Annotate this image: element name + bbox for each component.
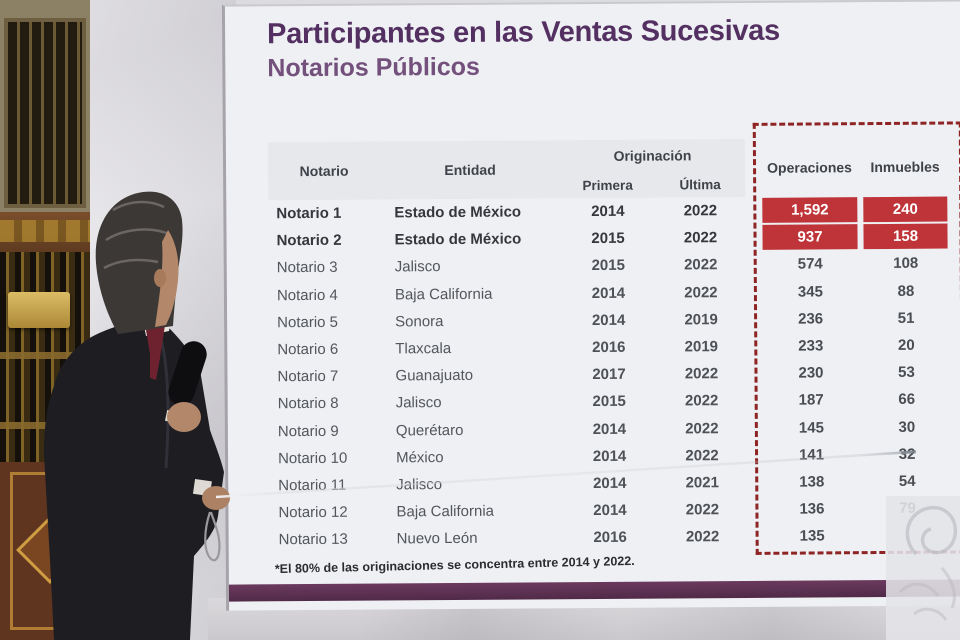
gate-crossbar (0, 352, 96, 359)
column-gap (745, 139, 759, 197)
right-hand (167, 402, 201, 432)
slide-subtitle: Notarios Públicos (267, 52, 480, 83)
col-header-ultima: Última (679, 176, 721, 192)
col-header-inmuebles: Inmuebles (870, 158, 940, 176)
table-header: Notario Entidad Originación Primera Últi… (267, 137, 960, 201)
col-header-originacion-group: Originación Primera Última (559, 138, 746, 199)
table-body: Notario 1 Estado de México 2014 2022 1,5… (268, 195, 960, 553)
left-hand (202, 486, 230, 510)
stone-arch (0, 0, 96, 212)
broadcast-watermark (886, 496, 960, 640)
slide-title: Participantes en las Ventas Sucesivas (266, 14, 781, 51)
table-row: Notario 13 Nuevo León 2016 2022 135 (278, 527, 825, 549)
presenter-face (155, 230, 179, 327)
gold-plaque (8, 292, 70, 328)
gold-ornament-band (0, 220, 96, 242)
watermark-spiral-icon (898, 505, 958, 621)
col-header-originacion: Originación (613, 147, 692, 164)
pointer-strap (204, 511, 221, 562)
slide-bottom-band (228, 579, 960, 602)
microphone (168, 341, 207, 406)
col-header-operaciones: Operaciones (767, 159, 853, 176)
ear (154, 269, 166, 287)
notarios-table: Notario Entidad Originación Primera Últi… (267, 137, 960, 553)
col-header-primera: Primera (582, 177, 633, 193)
wood-beam (0, 212, 96, 252)
presenter (44, 191, 230, 640)
barred-window (4, 18, 86, 208)
col-header-entidad: Entidad (379, 140, 561, 200)
necktie (146, 325, 165, 380)
